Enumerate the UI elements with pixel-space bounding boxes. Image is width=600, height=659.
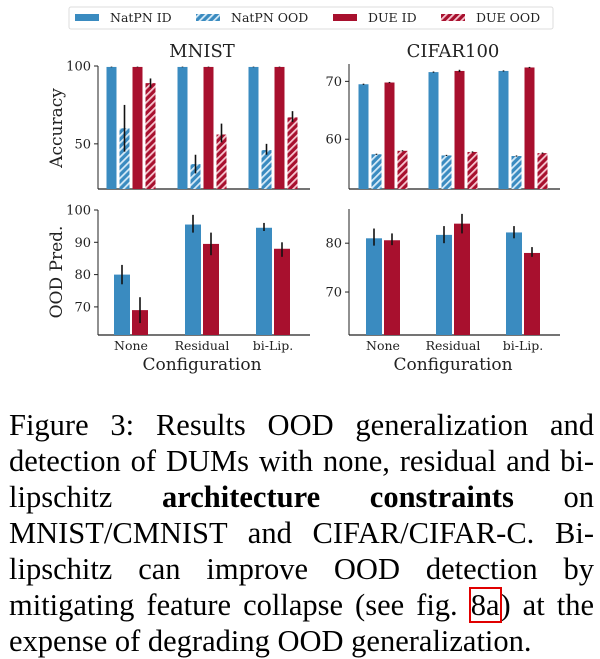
x-tick-label: Residual xyxy=(426,338,481,353)
bar-due-id-none xyxy=(132,66,143,189)
panel-cifar100-accuracy: 60 70 xyxy=(325,64,560,190)
caption-text-2: on MNIST/CMNIST and CIFAR/CIFAR-C. Bi-li… xyxy=(9,480,595,622)
legend-label-due-id: DUE ID xyxy=(368,10,417,25)
x-tick-label: Residual xyxy=(175,338,230,353)
bar-due-ood-bi-lip xyxy=(287,117,298,189)
bar-natpn-bi-lip xyxy=(506,232,522,335)
bar-due-id-residual xyxy=(203,66,214,189)
x-tick-label: bi-Lip. xyxy=(503,338,544,353)
figure: NatPN ID NatPN OOD DUE ID DUE OOD Accura… xyxy=(47,6,560,375)
bar-natpn-id-residual xyxy=(428,72,439,189)
bar-natpn-residual xyxy=(185,224,201,335)
bar-natpn-id-residual xyxy=(177,66,188,189)
bar-due-bi-lip xyxy=(524,252,540,335)
legend: NatPN ID NatPN OOD DUE ID DUE OOD xyxy=(68,6,554,30)
panel-title-cifar100: CIFAR100 xyxy=(407,41,500,62)
bar-natpn-ood-none xyxy=(119,128,130,189)
bar-due-none xyxy=(384,240,400,335)
caption-bold: architecture constraints xyxy=(162,480,514,514)
bar-due-ood-residual xyxy=(467,151,478,189)
legend-label-due-ood: DUE OOD xyxy=(476,10,540,25)
figure-caption: Figure 3: Results OOD generalization and… xyxy=(9,407,594,659)
y-tick-label: 50 xyxy=(74,137,91,152)
y-tick-label: 80 xyxy=(325,237,342,252)
legend-label-natpn-id: NatPN ID xyxy=(110,10,172,25)
bar-due-id-bi-lip xyxy=(274,66,285,189)
caption-text-1: Results OOD generalization and detection… xyxy=(9,408,595,514)
legend-swatch-natpn-id xyxy=(75,14,99,21)
bar-natpn-none xyxy=(366,238,382,335)
bar-due-ood-bi-lip xyxy=(537,153,548,189)
xlabel-configuration-left: Configuration xyxy=(142,355,261,375)
bar-due-id-none xyxy=(384,82,395,189)
bar-natpn-id-bi-lip xyxy=(248,66,259,189)
y-tick-label: 100 xyxy=(66,204,91,219)
panel-cifar100-ood-pred: 70 80 None Residual bi-Lip. xyxy=(325,209,560,353)
bar-natpn-residual xyxy=(436,234,452,335)
xlabel-configuration-right: Configuration xyxy=(393,355,512,375)
x-tick-label: bi-Lip. xyxy=(253,338,294,353)
panel-mnist-accuracy: 50 100 xyxy=(66,60,310,190)
y-tick-label: 70 xyxy=(325,75,342,90)
bar-due-id-residual xyxy=(454,70,465,189)
y-tick-label: 70 xyxy=(325,286,342,301)
bar-natpn-ood-bi-lip xyxy=(511,156,522,189)
x-tick-label: None xyxy=(114,338,148,353)
bar-due-bi-lip xyxy=(274,248,290,335)
bar-natpn-ood-residual xyxy=(190,164,201,189)
panel-title-mnist: MNIST xyxy=(169,41,235,62)
ylabel-ood-pred: OOD Pred. xyxy=(47,226,67,319)
legend-swatch-natpn-ood xyxy=(196,14,220,21)
legend-frame xyxy=(68,6,554,30)
y-tick-label: 90 xyxy=(74,236,91,251)
legend-swatch-due-ood xyxy=(441,14,465,21)
legend-label-natpn-ood: NatPN OOD xyxy=(231,10,308,25)
bar-due-residual xyxy=(454,223,470,335)
y-tick-label: 60 xyxy=(325,133,342,148)
bar-due-residual xyxy=(203,243,219,335)
caption-label: Figure 3: xyxy=(9,408,135,442)
figure-reference-link[interactable]: 8a xyxy=(468,587,502,623)
y-tick-label: 100 xyxy=(66,60,91,75)
panel-mnist-ood-pred: 70 80 90 100 None Residual bi-Lip. xyxy=(66,204,310,353)
bar-natpn-ood-bi-lip xyxy=(261,150,272,189)
bar-natpn-ood-residual xyxy=(441,155,452,189)
bar-natpn-bi-lip xyxy=(256,227,272,335)
bar-natpn-ood-none xyxy=(371,154,382,189)
bar-natpn-id-none xyxy=(358,84,369,189)
ylabel-accuracy: Accuracy xyxy=(47,88,67,169)
x-tick-label: None xyxy=(366,338,400,353)
bar-due-ood-residual xyxy=(216,134,227,189)
bar-natpn-id-bi-lip xyxy=(498,70,509,189)
bar-due-ood-none xyxy=(145,83,156,189)
legend-swatch-due-id xyxy=(333,14,357,21)
bar-natpn-id-none xyxy=(106,66,117,189)
bar-due-ood-none xyxy=(397,150,408,189)
y-tick-label: 70 xyxy=(74,300,91,315)
y-tick-label: 80 xyxy=(74,268,91,283)
bar-natpn-none xyxy=(114,274,130,335)
bar-due-id-bi-lip xyxy=(524,67,535,189)
